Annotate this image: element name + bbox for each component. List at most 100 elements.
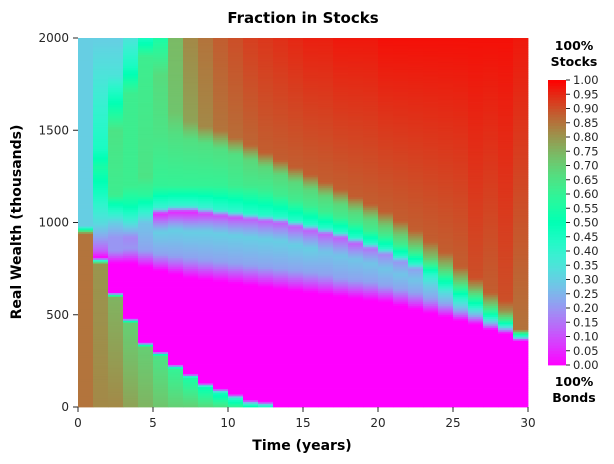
heatmap-column bbox=[243, 38, 259, 408]
heatmap-cell bbox=[303, 360, 319, 364]
heatmap-cell bbox=[213, 357, 229, 360]
heatmap-cell bbox=[138, 139, 154, 142]
heatmap-cell bbox=[93, 39, 109, 43]
heatmap-cell bbox=[438, 395, 454, 399]
heatmap-cell bbox=[288, 89, 304, 92]
heatmap-cell bbox=[423, 154, 439, 157]
heatmap-cell bbox=[183, 49, 199, 52]
heatmap-cell bbox=[303, 349, 319, 353]
heatmap-cell bbox=[423, 85, 439, 89]
heatmap-cell bbox=[228, 172, 244, 175]
heatmap-cell bbox=[438, 205, 454, 209]
heatmap-cell bbox=[393, 375, 409, 378]
heatmap-cell bbox=[318, 71, 334, 74]
heatmap-cell bbox=[123, 85, 139, 89]
heatmap-cell bbox=[228, 170, 244, 174]
heatmap-cell bbox=[213, 255, 229, 258]
heatmap-cell bbox=[423, 299, 439, 303]
heatmap-cell bbox=[288, 314, 304, 317]
heatmap-cell bbox=[168, 122, 184, 126]
heatmap-cell bbox=[153, 257, 169, 260]
heatmap-cell bbox=[213, 276, 229, 279]
heatmap-cell bbox=[198, 349, 214, 353]
heatmap-cell bbox=[288, 106, 304, 109]
heatmap-cell bbox=[123, 169, 139, 172]
heatmap-cell bbox=[423, 327, 439, 330]
heatmap-cell bbox=[363, 318, 379, 321]
heatmap-cell bbox=[393, 237, 409, 240]
heatmap-cell bbox=[438, 102, 454, 105]
heatmap-cell bbox=[123, 135, 139, 139]
heatmap-cell bbox=[378, 143, 394, 146]
heatmap-cell bbox=[153, 307, 169, 310]
heatmap-column bbox=[408, 38, 424, 408]
heatmap-cell bbox=[333, 285, 349, 288]
heatmap-cell bbox=[348, 61, 364, 65]
heatmap-cell bbox=[243, 351, 259, 354]
heatmap-cell bbox=[348, 122, 364, 126]
heatmap-cell bbox=[108, 320, 124, 323]
heatmap-cell bbox=[438, 353, 454, 356]
heatmap-cell bbox=[108, 148, 124, 151]
heatmap-cell bbox=[438, 156, 454, 159]
heatmap-cell bbox=[168, 277, 184, 281]
heatmap-cell bbox=[108, 298, 124, 301]
heatmap-cell bbox=[168, 281, 184, 284]
heatmap-cell bbox=[198, 71, 214, 74]
heatmap-cell bbox=[348, 364, 364, 367]
heatmap-cell bbox=[423, 351, 439, 354]
heatmap-cell bbox=[378, 395, 394, 399]
heatmap-cell bbox=[93, 370, 109, 373]
heatmap-cell bbox=[423, 244, 439, 247]
heatmap-cell bbox=[288, 145, 304, 148]
heatmap-cell bbox=[378, 189, 394, 192]
heatmap-cell bbox=[138, 121, 154, 124]
heatmap-cell bbox=[393, 320, 409, 323]
heatmap-cell bbox=[93, 139, 109, 142]
heatmap-cell bbox=[93, 288, 109, 292]
heatmap-cell bbox=[123, 294, 139, 297]
heatmap-cell bbox=[198, 47, 214, 50]
heatmap-cell bbox=[213, 87, 229, 91]
heatmap-cell bbox=[198, 381, 214, 384]
heatmap-cell bbox=[408, 215, 424, 218]
heatmap-cell bbox=[243, 191, 259, 194]
heatmap-cell bbox=[213, 253, 229, 257]
heatmap-cell bbox=[258, 159, 274, 163]
heatmap-cell bbox=[108, 65, 124, 68]
heatmap-cell bbox=[288, 135, 304, 139]
heatmap-cell bbox=[183, 373, 199, 377]
heatmap-cell bbox=[333, 244, 349, 247]
heatmap-cell bbox=[198, 403, 214, 406]
heatmap-cell bbox=[123, 242, 139, 246]
heatmap-cell bbox=[438, 347, 454, 351]
heatmap-cell bbox=[378, 250, 394, 253]
heatmap-cell bbox=[378, 52, 394, 56]
heatmap-cell bbox=[423, 364, 439, 367]
heatmap-cell bbox=[348, 231, 364, 234]
heatmap-cell bbox=[138, 58, 154, 61]
heatmap-cell bbox=[213, 85, 229, 89]
heatmap-cell bbox=[303, 152, 319, 155]
heatmap-cell bbox=[168, 170, 184, 174]
heatmap-cell bbox=[93, 52, 109, 56]
heatmap-cell bbox=[78, 349, 94, 353]
heatmap-cell bbox=[153, 268, 169, 271]
heatmap-cell bbox=[288, 146, 304, 150]
heatmap-cell bbox=[333, 394, 349, 397]
heatmap-cell bbox=[348, 371, 364, 375]
heatmap-cell bbox=[138, 148, 154, 151]
heatmap-cell bbox=[318, 281, 334, 284]
heatmap-cell bbox=[318, 360, 334, 364]
heatmap-cell bbox=[258, 108, 274, 111]
heatmap-cell bbox=[168, 261, 184, 264]
heatmap-cell bbox=[123, 388, 139, 391]
heatmap-cell bbox=[303, 252, 319, 255]
heatmap-cell bbox=[378, 106, 394, 109]
heatmap-cell bbox=[78, 246, 94, 249]
heatmap-cell bbox=[423, 80, 439, 83]
heatmap-cell bbox=[258, 163, 274, 166]
heatmap-cell bbox=[348, 137, 364, 140]
heatmap-cell bbox=[258, 220, 274, 223]
heatmap-cell bbox=[348, 257, 364, 260]
